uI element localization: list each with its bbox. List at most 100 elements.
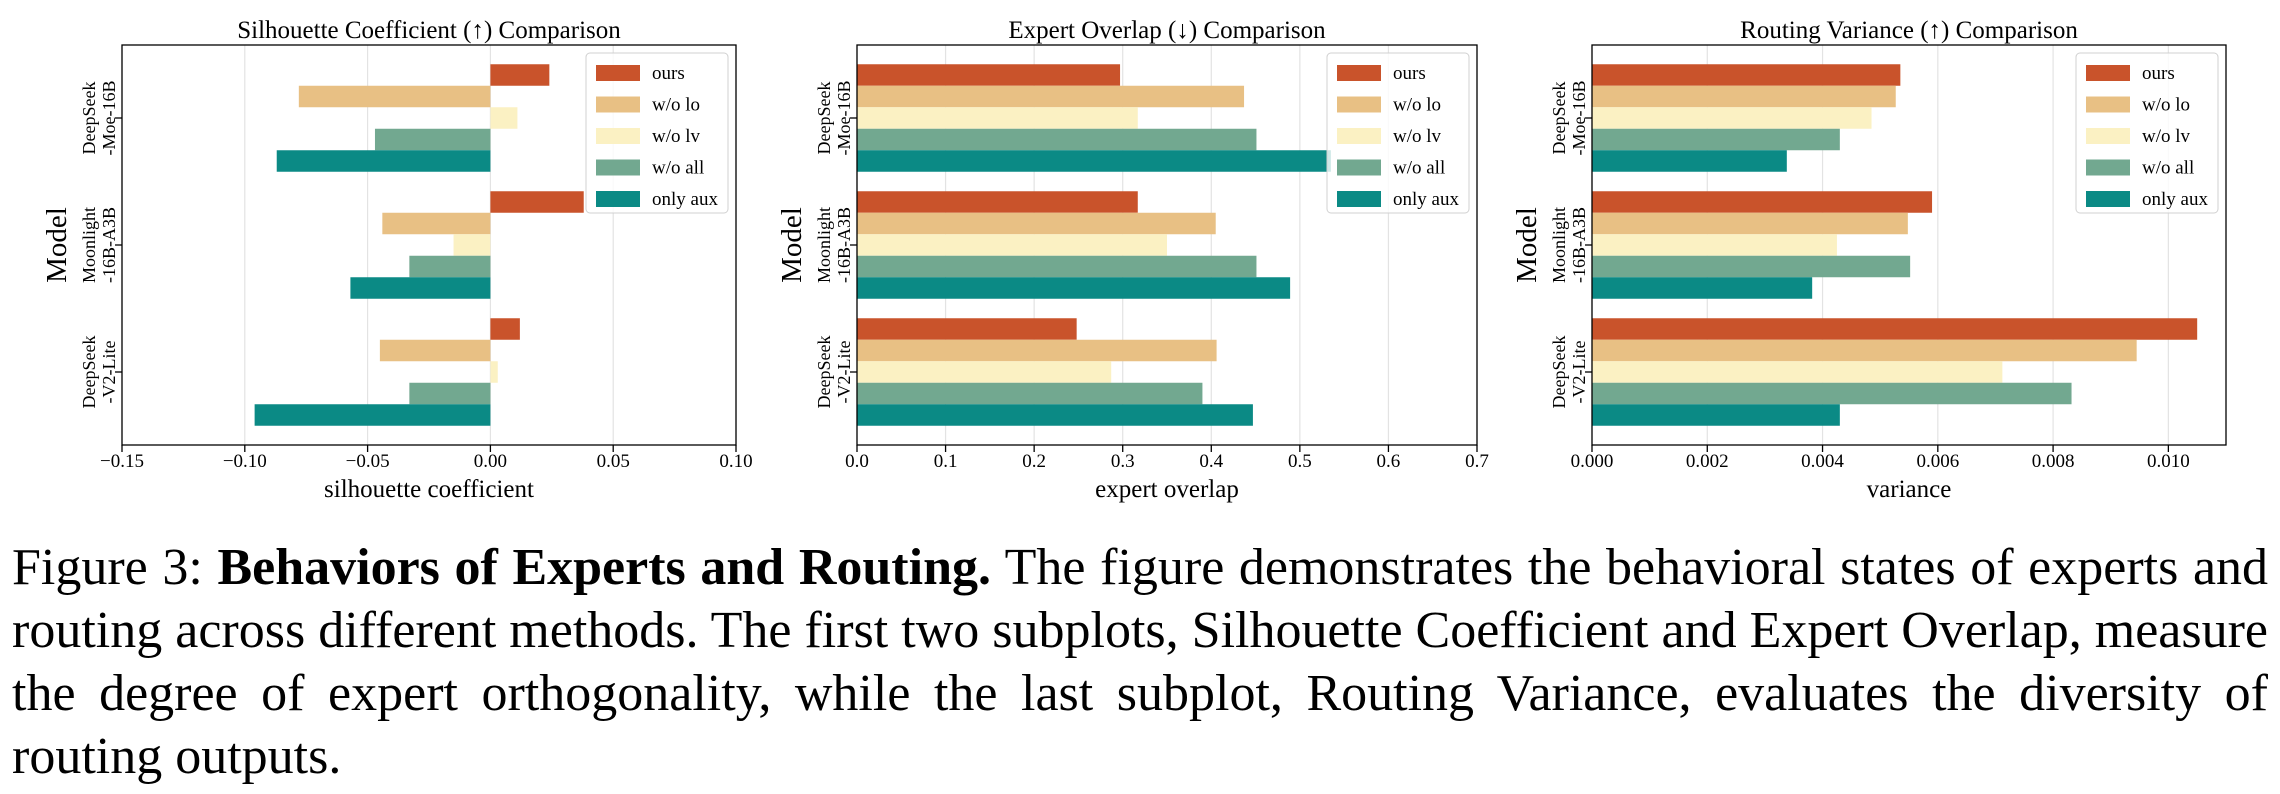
y-category-label: DeepSeek-V2-Lite — [79, 336, 119, 409]
y-category-label: Moonlight-16B-A3B — [814, 207, 854, 283]
legend-label-2: w/o lo — [1393, 95, 1441, 116]
x-tick-label: 0.10 — [719, 451, 752, 472]
chart-title: Silhouette Coefficient (↑) Comparison — [237, 17, 621, 44]
bar-onlyaux-2 — [857, 277, 1291, 299]
legend-swatch-2 — [1337, 96, 1381, 113]
bar-ours-2 — [1592, 191, 1933, 213]
y-category-label-line: -Moe-16B — [1569, 81, 1589, 156]
y-category-label-line: DeepSeek — [79, 82, 99, 155]
y-category-label: DeepSeek-Moe-16B — [1549, 81, 1589, 156]
bar-woall-2 — [1592, 255, 1911, 278]
y-category-label-line: DeepSeek — [814, 336, 834, 409]
y-category-label-line: DeepSeek — [79, 336, 99, 409]
legend-swatch-1 — [2086, 65, 2130, 81]
bar-woall-2 — [409, 255, 491, 278]
y-category-label-line: -16B-A3B — [99, 207, 119, 283]
bar-wolv-1 — [857, 107, 1138, 129]
x-axis-label: expert overlap — [1095, 476, 1239, 503]
x-tick-label: 0.0 — [845, 451, 869, 472]
figure: −0.15 −0.10 −0.05 0.00 0.05 0.10DeepSeek-Moe-… — [41, 17, 2227, 503]
legend-label-5: only aux — [2142, 189, 2208, 210]
bar-onlyaux-3 — [857, 404, 1253, 426]
y-category-label: Moonlight-16B-A3B — [79, 207, 119, 283]
x-tick-label: −0.15 — [100, 451, 144, 472]
legend-label-2: w/o lo — [652, 95, 700, 116]
bar-wolv-2 — [453, 234, 491, 256]
bar-wolv-3 — [1592, 361, 2003, 383]
legend-swatch-3 — [2086, 128, 2130, 144]
y-category-label-line: DeepSeek — [814, 82, 834, 155]
bar-wolv-2 — [857, 234, 1167, 256]
bar-wolv-1 — [1592, 107, 1872, 129]
y-category-label-line: -Moe-16B — [834, 81, 854, 156]
y-category-label: DeepSeek-Moe-16B — [814, 81, 854, 156]
bar-wolo-2 — [1592, 212, 1908, 235]
x-tick-label: 0.5 — [1288, 451, 1312, 472]
x-tick-label: −0.05 — [346, 451, 390, 472]
bar-woall-1 — [374, 128, 491, 151]
y-category-label-line: -V2-Lite — [99, 341, 119, 404]
x-tick-label: 0.008 — [2032, 451, 2075, 472]
bar-woall-1 — [857, 128, 1257, 151]
bar-wolo-3 — [857, 339, 1217, 362]
legend-label-5: only aux — [652, 189, 718, 210]
x-tick-label: 0.00 — [474, 451, 507, 472]
bar-wolo-2 — [857, 212, 1216, 235]
legend-swatch-1 — [1337, 65, 1381, 81]
legend-swatch-2 — [2086, 96, 2130, 113]
legend-label-4: w/o all — [652, 158, 704, 179]
bar-woall-3 — [409, 382, 491, 405]
legend-label-1: ours — [652, 63, 685, 84]
bar-ours-3 — [490, 318, 520, 340]
x-tick-label: 0.05 — [597, 451, 630, 472]
y-category-label: DeepSeek-V2-Lite — [1549, 336, 1589, 409]
bar-ours-2 — [490, 191, 584, 213]
bar-wolo-1 — [298, 85, 491, 108]
legend-label-1: ours — [1393, 63, 1426, 84]
bar-wolo-1 — [1592, 85, 1896, 108]
caption-bold-title: Behaviors of Experts and Routing. — [217, 539, 991, 596]
chart-panel-1: −0.15 −0.10 −0.05 0.00 0.05 0.10DeepSeek-Moe-… — [41, 17, 753, 503]
bar-woall-2 — [857, 255, 1257, 278]
bar-onlyaux-2 — [350, 277, 491, 299]
x-tick-label: 0.7 — [1465, 451, 1489, 472]
bar-woall-1 — [1592, 128, 1840, 151]
caption-label: Figure 3: — [12, 539, 203, 596]
y-axis-label: Model — [41, 207, 73, 283]
legend-swatch-5 — [596, 191, 640, 207]
y-axis-label: Model — [1511, 207, 1543, 283]
y-category-label: DeepSeek-V2-Lite — [814, 336, 854, 409]
x-tick-label: 0.006 — [1916, 451, 1959, 472]
legend-label-5: only aux — [1393, 189, 1459, 210]
y-category-label-line: Moonlight — [79, 207, 99, 283]
bar-onlyaux-3 — [254, 404, 491, 426]
legend-swatch-3 — [1337, 128, 1381, 144]
legend-label-4: w/o all — [2142, 158, 2194, 179]
x-tick-label: 0.2 — [1022, 451, 1046, 472]
bar-onlyaux-1 — [276, 150, 491, 172]
legend-swatch-4 — [2086, 159, 2130, 176]
chart-panel-2: 0.0 0.1 0.2 0.3 0.4 0.5 0.6 0.7DeepSeek-Moe-16B… — [776, 17, 1489, 503]
y-category-label-line: -16B-A3B — [834, 207, 854, 283]
y-category-label-line: -V2-Lite — [1569, 341, 1589, 404]
bar-woall-3 — [1592, 382, 2072, 405]
legend-swatch-5 — [2086, 191, 2130, 207]
x-tick-label: 0.000 — [1571, 451, 1614, 472]
legend-swatch-5 — [1337, 191, 1381, 207]
x-tick-label: 0.004 — [1801, 451, 1844, 472]
bar-wolo-1 — [857, 85, 1245, 108]
x-tick-label: −0.10 — [223, 451, 267, 472]
bar-wolo-2 — [382, 212, 491, 235]
legend-swatch-4 — [596, 159, 640, 176]
bar-wolv-3 — [857, 361, 1112, 383]
y-axis-label: Model — [776, 207, 808, 283]
legend-swatch-4 — [1337, 159, 1381, 176]
y-category-label-line: Moonlight — [814, 207, 834, 283]
x-tick-label: 0.3 — [1111, 451, 1135, 472]
bar-wolv-2 — [1592, 234, 1837, 256]
bar-wolo-3 — [1592, 339, 2137, 362]
chart-panel-3: 0.000 0.002 0.004 0.006 0.008 0.010DeepSeek-M… — [1511, 17, 2227, 503]
chart-title: Expert Overlap (↓) Comparison — [1008, 17, 1326, 44]
bar-ours-1 — [1592, 64, 1901, 86]
chart-title: Routing Variance (↑) Comparison — [1740, 17, 2078, 44]
